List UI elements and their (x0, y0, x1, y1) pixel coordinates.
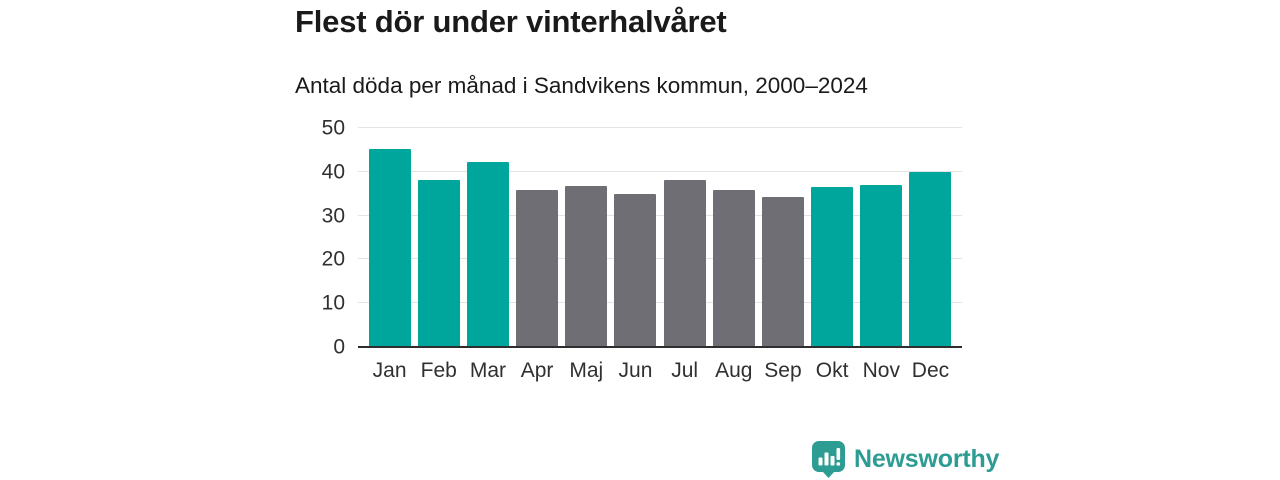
bar-apr (516, 190, 559, 347)
gridline-10 (358, 302, 962, 304)
bar-slot-aug (709, 128, 758, 347)
gridline-50 (358, 127, 962, 128)
bar-feb (417, 179, 460, 347)
x-tick-label-feb: Feb (420, 359, 457, 382)
brand-name: Newsworthy (854, 445, 1000, 473)
bar-slot-jan (365, 128, 414, 347)
bar-maj (565, 185, 608, 347)
x-tick-label-jul: Jul (671, 359, 699, 382)
x-tick-label-okt: Okt (815, 359, 849, 382)
y-tick-label-30: 30 (321, 204, 345, 228)
y-tick-label-50: 50 (321, 116, 345, 140)
bar-slot-maj (562, 128, 611, 347)
bar-jun (614, 194, 657, 347)
bar-sep (761, 196, 804, 347)
newsworthy-logo-icon (812, 441, 845, 478)
bar-slot-nov (857, 128, 906, 347)
gridline-40 (358, 170, 962, 172)
x-tick-label-nov: Nov (862, 359, 900, 382)
gridline-30 (358, 214, 962, 216)
x-tick-label-aug: Aug (715, 359, 753, 382)
y-tick-label-40: 40 (321, 160, 345, 184)
bar-slot-jun (611, 128, 660, 347)
bar-slot-feb (414, 128, 463, 347)
bar-slot-sep (758, 128, 807, 347)
x-axis-line (358, 346, 962, 348)
x-tick-label-sep: Sep (764, 359, 802, 382)
bars-container (358, 128, 962, 347)
gridline-20 (358, 258, 962, 260)
y-tick-label-10: 10 (321, 291, 345, 315)
bar-slot-dec (906, 128, 955, 347)
chart-title: Flest dör under vinterhalvåret (295, 4, 727, 39)
x-tick-label-mar: Mar (469, 359, 507, 382)
bar-okt (811, 186, 854, 347)
x-tick-label-jun: Jun (618, 359, 653, 382)
bar-slot-okt (808, 128, 857, 347)
bar-jan (368, 148, 411, 347)
x-tick-label-jan: Jan (372, 359, 407, 382)
bar-chart-plot-area: 0 10 20 30 40 50 (322, 118, 962, 358)
bar-jul (663, 180, 706, 347)
bar-aug (712, 190, 755, 347)
bar-dec (909, 171, 952, 347)
bar-slot-jul (660, 128, 709, 347)
chart-subtitle: Antal döda per månad i Sandvikens kommun… (295, 73, 868, 98)
y-tick-label-20: 20 (321, 247, 345, 271)
x-tick-label-dec: Dec (911, 359, 950, 382)
x-axis-labels: Jan Feb Mar Apr Maj Jun Jul Aug Sep Okt Nov Dec (358, 358, 962, 384)
bar-mar (466, 161, 509, 347)
y-tick-label-0: 0 (333, 335, 345, 359)
bar-nov (860, 184, 903, 347)
x-tick-label-apr: Apr (520, 359, 554, 382)
bar-slot-apr (513, 128, 562, 347)
x-tick-label-maj: Maj (569, 359, 604, 382)
bar-slot-mar (463, 128, 512, 347)
newsworthy-brand-link[interactable]: Newsworthy (812, 441, 999, 478)
